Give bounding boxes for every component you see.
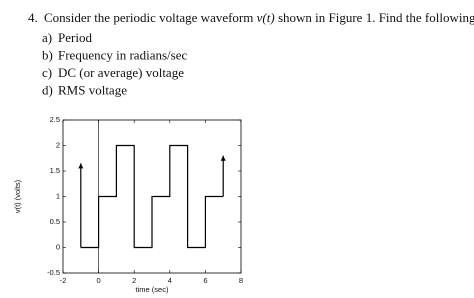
question-variable: v(t) [257, 10, 275, 25]
y-tick-label: -0.5 [47, 268, 60, 277]
item-text: DC (or average) voltage [58, 65, 184, 80]
y-tick-label: 0.5 [50, 217, 60, 226]
arrow-head [78, 163, 84, 169]
y-tick-label: 0 [56, 242, 60, 251]
item-text: RMS voltage [58, 83, 127, 98]
x-tick-label: 2 [132, 276, 136, 285]
item-label: d) [42, 83, 53, 98]
x-tick-label: -2 [60, 276, 67, 285]
item-label: a) [42, 30, 52, 45]
x-tick-label: 6 [203, 276, 207, 285]
question-prefix: Consider the periodic voltage waveform [44, 10, 253, 25]
y-axis-label: v(t) (volts) [13, 179, 22, 213]
y-tick-label: 2.5 [50, 115, 60, 124]
x-tick-label: 0 [97, 276, 101, 285]
question-suffix: shown in Figure 1. Find the following: [278, 10, 474, 25]
x-tick-label: 8 [239, 276, 243, 285]
question-number: 4. [28, 10, 38, 25]
arrow-head [220, 155, 226, 161]
x-tick-label: 4 [168, 276, 172, 285]
waveform [80, 144, 224, 249]
item-label: c) [42, 65, 52, 80]
item-text: Period [58, 30, 92, 45]
question: 4. Consider the periodic voltage wavefor… [28, 10, 474, 25]
y-tick-label: 1 [56, 191, 60, 200]
chart: -0.5 0 0.5 1 1.5 2 2.5 -2 0 2 4 6 8 time (sec) v(t) (v… [13, 115, 243, 294]
y-tick-label: 1.5 [50, 166, 60, 175]
x-axis-label: time (sec) [136, 285, 169, 294]
item-label: b) [42, 48, 53, 63]
item-text: Frequency in radians/sec [58, 48, 187, 63]
y-tick-label: 2 [56, 140, 60, 149]
items: a) Period b) Frequency in radians/sec c) DC (… [42, 30, 187, 98]
